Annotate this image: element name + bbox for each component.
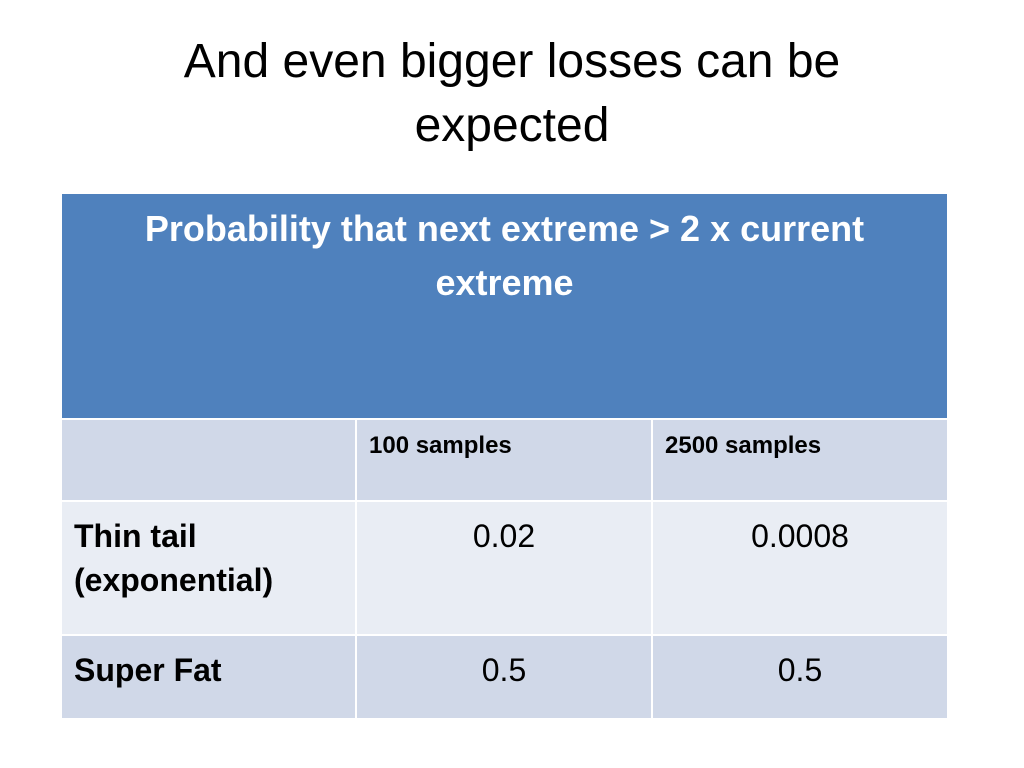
- table-row: Thin tail (exponential) 0.02 0.0008: [60, 500, 949, 636]
- column-header-2500-samples: 2500 samples: [651, 418, 949, 502]
- probability-table: Probability that next extreme > 2 x curr…: [60, 192, 949, 720]
- table-header: Probability that next extreme > 2 x curr…: [60, 192, 949, 420]
- column-header-row: 100 samples 2500 samples: [60, 418, 949, 502]
- probability-table-container: Probability that next extreme > 2 x curr…: [60, 192, 949, 720]
- cell-super-fat-2500: 0.5: [651, 634, 949, 720]
- column-header-empty: [60, 418, 357, 502]
- cell-thin-tail-2500: 0.0008: [651, 500, 949, 636]
- cell-thin-tail-100: 0.02: [355, 500, 653, 636]
- row-label-super-fat: Super Fat: [60, 634, 357, 720]
- column-header-100-samples: 100 samples: [355, 418, 653, 502]
- table-row: Super Fat 0.5 0.5: [60, 634, 949, 720]
- table-header-row: Probability that next extreme > 2 x curr…: [60, 192, 949, 420]
- cell-super-fat-100: 0.5: [355, 634, 653, 720]
- slide-title: And even bigger losses can be expected: [183, 35, 841, 152]
- row-label-thin-tail: Thin tail (exponential): [60, 500, 357, 636]
